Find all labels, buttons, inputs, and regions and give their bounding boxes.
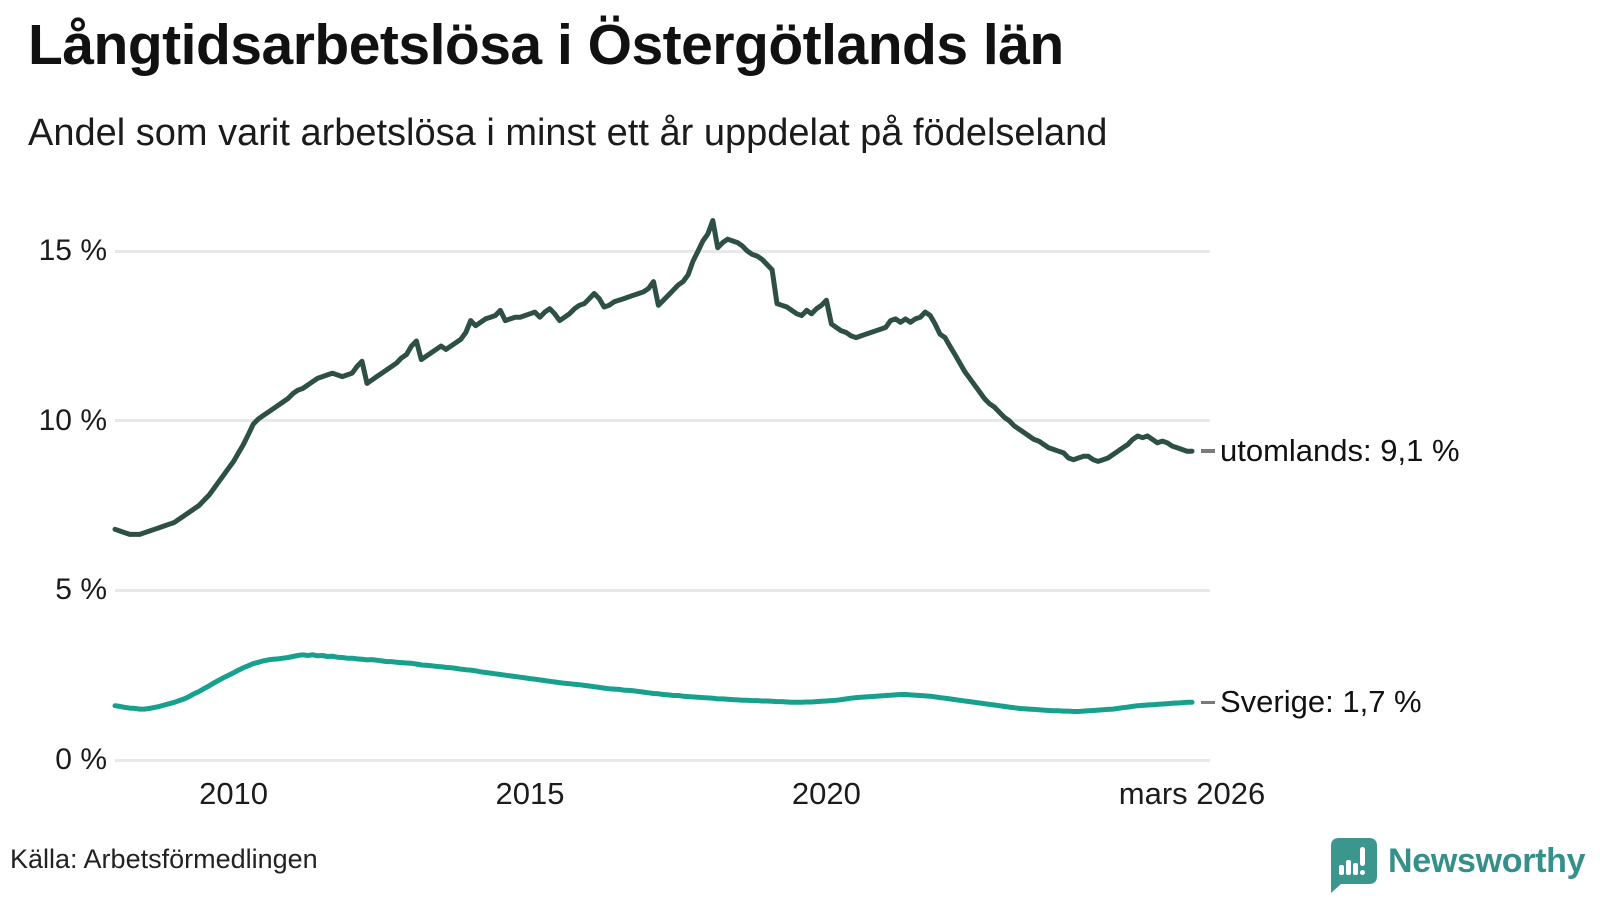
gridline-5 [115,588,1210,592]
x-axis-tick-2020: 2020 [791,776,861,811]
sverige-line [112,652,1195,714]
y-axis-tick-0: 0 % [55,743,107,776]
newsworthy-brand-text: Newsworthy [1388,842,1586,880]
y-axis-tick-15: 15 % [38,234,107,268]
page-subtitle: Andel som varit arbetslösa i minst ett å… [28,112,1108,154]
gridline-10 [115,419,1210,423]
utomlands-end-label: utomlands: 9,1 % [1220,433,1460,469]
gridline-0 [115,758,1210,762]
x-axis-tick-2015: 2015 [495,776,565,811]
utomlands-line [112,218,1195,537]
y-axis-tick-10: 10 % [38,403,107,437]
newsworthy-brand: Newsworthy [1330,838,1586,894]
y-axis-tick-5: 5 % [55,573,107,607]
sverige-leader-dash [1201,700,1215,705]
x-axis-tick-2010: 2010 [199,776,269,811]
page-title: Långtidsarbetslösa i Östergötlands län [28,13,1064,77]
x-axis-tick-mars-2026: mars 2026 [1118,776,1266,811]
source-note: Källa: Arbetsförmedlingen [10,844,318,874]
utomlands-leader-dash [1201,449,1215,453]
gridline-15 [115,249,1210,253]
sverige-end-label: Sverige: 1,7 % [1220,684,1422,720]
newsworthy-logo-icon [1331,838,1377,893]
